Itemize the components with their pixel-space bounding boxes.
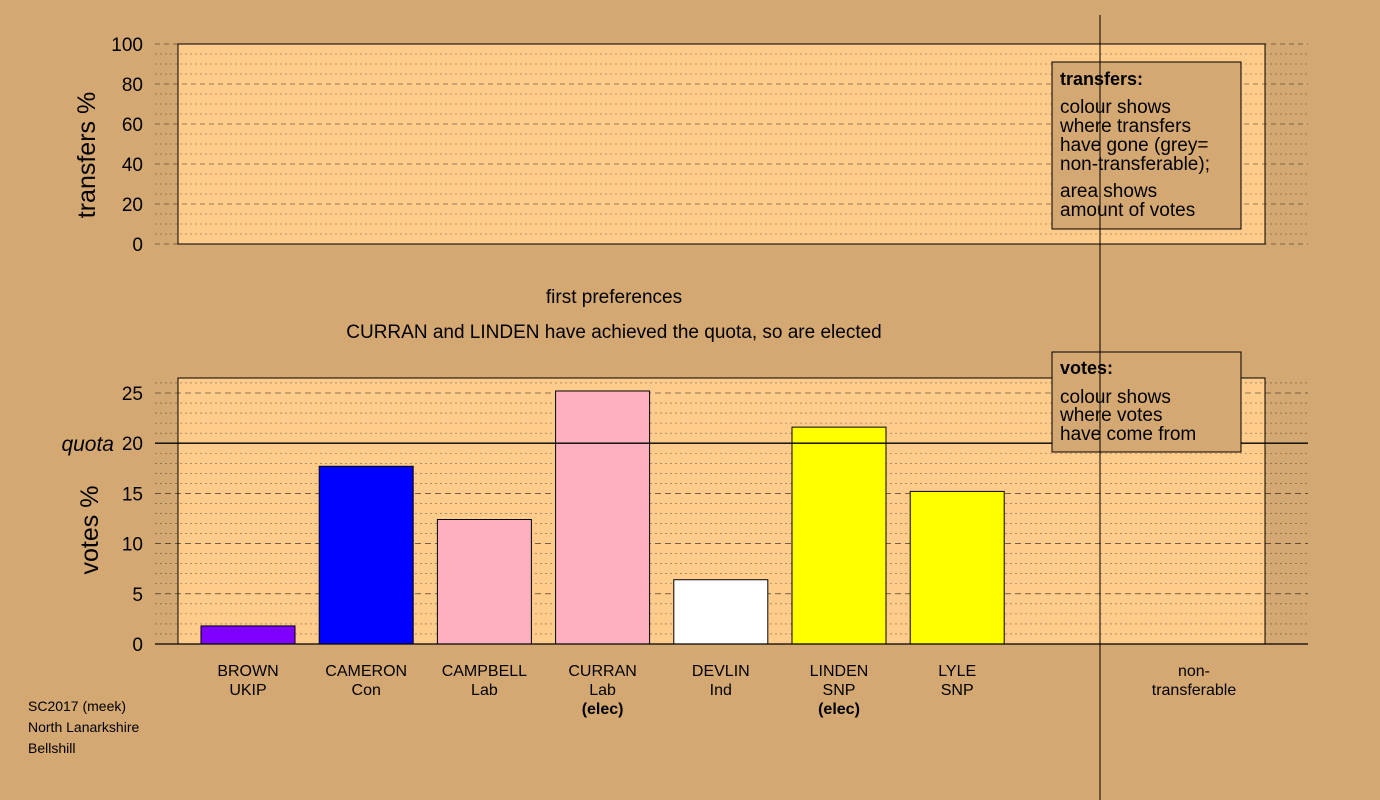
candidate-party: Lab xyxy=(589,682,616,699)
candidate-party: SNP xyxy=(823,682,856,699)
transfers-legend-title: transfers: xyxy=(1060,69,1143,89)
y-tick-label: 20 xyxy=(122,434,143,455)
source-line: Bellshill xyxy=(28,740,75,756)
round-caption: first preferences xyxy=(546,287,682,308)
candidate-party: Con xyxy=(352,682,381,699)
transfers-legend-line: amount of votes xyxy=(1060,200,1195,221)
candidate-name: BROWN xyxy=(217,663,278,680)
y-tick-label: 20 xyxy=(122,195,143,216)
transfers-legend-line: area shows xyxy=(1060,181,1157,202)
bar-linden xyxy=(791,426,887,645)
candidate-party: Lab xyxy=(471,682,498,699)
transfers-legend-line: where transfers xyxy=(1059,116,1191,137)
transfers-legend-line: have gone (grey= xyxy=(1060,135,1208,156)
votes-legend-line: where votes xyxy=(1059,405,1162,426)
candidate-name: CAMERON xyxy=(325,663,407,680)
nontransferable-label: non- xyxy=(1178,663,1210,680)
votes-panel: 0 5 10 15 20 25 quota votes % BROWN UKIP CAMERO… xyxy=(61,351,1308,718)
votes-legend-line: colour shows xyxy=(1060,387,1171,408)
y-tick-label: 60 xyxy=(122,115,143,136)
bar-devlin xyxy=(673,579,769,645)
y-tick-label: 25 xyxy=(122,384,143,405)
y-tick-label: 15 xyxy=(122,484,143,505)
votes-bars xyxy=(200,390,1005,645)
bar-brown xyxy=(200,625,296,645)
candidate-party: UKIP xyxy=(229,682,266,699)
y-tick-label: 40 xyxy=(122,155,143,176)
candidate-name: LINDEN xyxy=(810,663,869,680)
votes-legend-box xyxy=(1051,351,1242,453)
candidate-party: Ind xyxy=(710,682,732,699)
status-message: CURRAN and LINDEN have achieved the quot… xyxy=(346,322,881,343)
y-tick-label: 80 xyxy=(122,75,143,96)
transfers-y-axis-label: transfers % xyxy=(73,92,101,218)
transfers-legend-line: colour shows xyxy=(1060,97,1171,118)
bar-cameron xyxy=(318,465,414,645)
quota-label: quota xyxy=(61,433,114,456)
y-tick-label: 100 xyxy=(111,35,143,56)
transfers-legend: transfers: colour shows where transfers … xyxy=(1051,61,1242,230)
source-line: North Lanarkshire xyxy=(28,719,139,735)
votes-y-axis-label: votes % xyxy=(76,486,104,575)
bar-curran xyxy=(555,390,651,645)
transfers-legend-box xyxy=(1051,61,1242,230)
elected-marker: (elec) xyxy=(582,701,624,718)
y-tick-label: 0 xyxy=(132,235,143,256)
candidate-name: DEVLIN xyxy=(692,663,750,680)
candidate-party: SNP xyxy=(941,682,974,699)
transfers-y-axis: 0 20 40 60 80 100 xyxy=(111,35,143,256)
candidate-name: CURRAN xyxy=(568,663,636,680)
y-tick-label: 5 xyxy=(132,585,143,606)
y-tick-label: 10 xyxy=(122,535,143,556)
candidate-labels: BROWN UKIP CAMERON Con CAMPBELL Lab CURRAN Lab (… xyxy=(217,663,976,718)
y-tick-label: 0 xyxy=(132,635,143,656)
bar-campbell xyxy=(436,519,532,645)
candidate-name: LYLE xyxy=(938,663,976,680)
source-line: SC2017 (meek) xyxy=(28,698,126,714)
candidate-name: CAMPBELL xyxy=(442,663,527,680)
bar-lyle xyxy=(909,490,1005,645)
votes-y-axis: 0 5 10 15 20 25 xyxy=(122,384,143,656)
elected-marker: (elec) xyxy=(818,701,860,718)
votes-legend: votes: colour shows where votes have com… xyxy=(1051,351,1242,453)
transfers-legend-line: non-transferable); xyxy=(1060,154,1210,175)
nontransferable-label: transferable xyxy=(1152,682,1237,699)
votes-legend-line: have come from xyxy=(1060,424,1196,445)
votes-legend-title: votes: xyxy=(1060,358,1113,378)
transfers-panel: 0 20 40 60 80 100 transfers % transfers: colo… xyxy=(73,35,1308,256)
